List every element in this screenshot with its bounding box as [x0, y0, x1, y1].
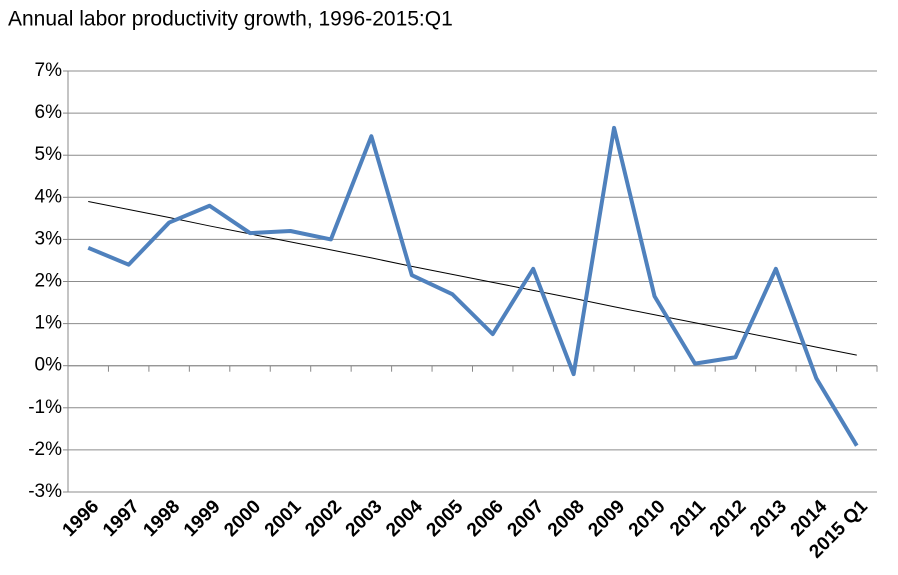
x-tick-label: 2000	[220, 496, 265, 541]
y-tick-label: -3%	[28, 481, 62, 502]
x-tick-label: 2012	[706, 496, 751, 541]
x-tick-label: 2003	[342, 496, 387, 541]
trend-line	[88, 201, 857, 356]
x-tick-label: 2002	[301, 496, 346, 541]
x-tick-label: 2005	[423, 496, 468, 541]
x-tick-label: 1999	[180, 496, 225, 541]
y-tick-label: 2%	[35, 271, 63, 292]
y-tick-label: 5%	[35, 144, 63, 165]
x-tick-label: 2001	[261, 496, 306, 541]
x-tick-label: 2010	[625, 496, 670, 541]
y-tick-label: 7%	[35, 60, 63, 81]
x-tick-label: 2004	[382, 496, 427, 541]
x-tick-label: 2006	[463, 496, 508, 541]
y-tick-label: -2%	[28, 439, 62, 460]
y-tick-label: 1%	[35, 313, 63, 334]
y-tick-label: 4%	[35, 186, 63, 207]
x-tick-label: 2009	[584, 496, 629, 541]
y-tick-label: 6%	[35, 102, 63, 123]
x-tick-label: 1997	[99, 496, 144, 541]
x-tick-label: 1996	[59, 496, 104, 541]
y-tick-label: 3%	[35, 228, 63, 249]
y-tick-label: 0%	[35, 355, 63, 376]
x-tick-label: 2008	[544, 496, 589, 541]
data-line	[87, 125, 859, 447]
x-tick-label: 1998	[139, 496, 184, 541]
y-tick-label: -1%	[28, 397, 62, 418]
x-tick-label: 2007	[504, 496, 549, 541]
x-tick-label: 2013	[746, 496, 791, 541]
x-tick-label: 2011	[666, 496, 710, 540]
chart-title: Annual labor productivity growth, 1996-2…	[8, 8, 453, 31]
